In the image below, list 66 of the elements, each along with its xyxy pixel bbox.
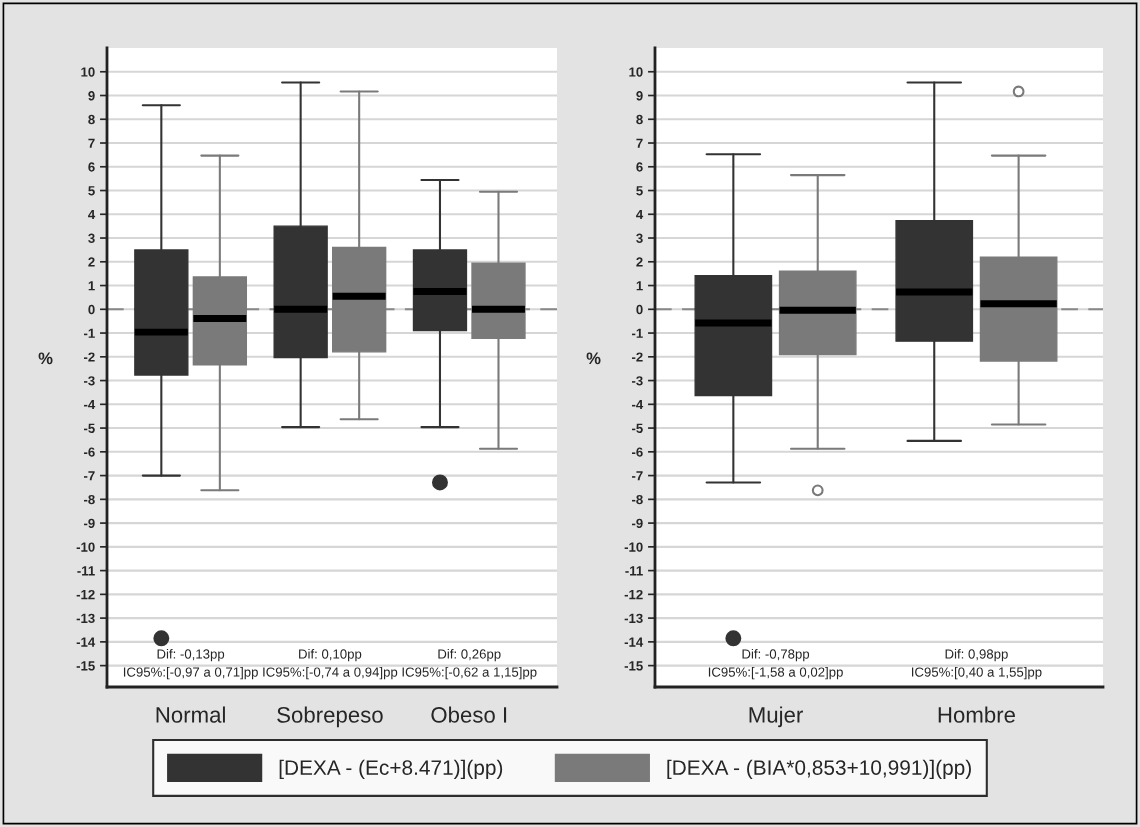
y-tick-label: -7 bbox=[631, 471, 643, 481]
y-tick-label: -9 bbox=[83, 518, 95, 528]
y-tick-label: -5 bbox=[83, 423, 95, 433]
y-tick-label: 10 bbox=[81, 67, 95, 77]
legend-label: [DEXA - (Ec+8.471)](pp) bbox=[279, 759, 503, 780]
annotation: Dif: -0,78pp IC95%:[-1,58 a 0,02]pp bbox=[708, 649, 843, 680]
y-axis-title: % bbox=[586, 352, 601, 365]
y-tick-label: -11 bbox=[77, 566, 95, 576]
y-tick-label: 0 bbox=[636, 304, 643, 315]
annotation: Dif: 0,98pp IC95%:[0,40 a 1,55]pp bbox=[912, 649, 1042, 680]
y-tick-label: 6 bbox=[88, 162, 95, 172]
y-tick-label: -14 bbox=[76, 637, 96, 647]
y-tick-label: -10 bbox=[624, 542, 643, 552]
x-tick-label: Mujer bbox=[749, 706, 803, 728]
y-tick-label: -8 bbox=[83, 494, 95, 505]
y-tick-label: 6 bbox=[636, 162, 643, 172]
y-tick-label: -13 bbox=[624, 613, 643, 624]
y-tick-label: -7 bbox=[83, 471, 95, 481]
y-tick-label: -1 bbox=[83, 328, 95, 338]
y-tick-label: -15 bbox=[76, 661, 95, 671]
y-tick-label: -5 bbox=[631, 423, 643, 433]
y-axis-title: % bbox=[38, 352, 53, 365]
y-tick-label: -6 bbox=[83, 447, 95, 457]
y-tick-label: -10 bbox=[76, 542, 95, 552]
y-tick-label: 7 bbox=[88, 138, 95, 148]
y-tick-label: -11 bbox=[625, 566, 643, 576]
x-tick-label: Sobrepeso bbox=[277, 706, 383, 728]
y-tick-label: 4 bbox=[88, 209, 96, 220]
legend-label: [DEXA - (BIA*0,853+10,991)](pp) bbox=[667, 759, 971, 780]
y-tick-label: -13 bbox=[76, 613, 95, 624]
y-tick-label: 1 bbox=[636, 281, 643, 291]
y-tick-label: -8 bbox=[631, 494, 643, 505]
annotation: Dif: 0,26pp IC95%:[-0,62 a 1,15]pp bbox=[402, 649, 537, 680]
y-tick-label: -2 bbox=[631, 352, 643, 362]
y-tick-label: 4 bbox=[636, 209, 644, 220]
y-tick-label: 2 bbox=[88, 257, 95, 267]
y-tick-label: -3 bbox=[83, 376, 95, 386]
y-tick-label: 9 bbox=[88, 91, 95, 101]
y-tick-label: 10 bbox=[629, 67, 643, 77]
annotation: Dif: 0,10pp IC95%:[-0,74 a 0,94]pp bbox=[263, 649, 398, 680]
y-tick-label: 2 bbox=[636, 257, 643, 267]
y-tick-label: 1 bbox=[88, 281, 95, 291]
y-tick-label: -4 bbox=[631, 400, 644, 410]
y-tick-label: -4 bbox=[83, 400, 96, 410]
y-tick-label: -2 bbox=[83, 352, 95, 362]
y-tick-label: 5 bbox=[636, 186, 643, 196]
y-tick-label: -12 bbox=[624, 589, 643, 600]
y-tick-label: -14 bbox=[624, 637, 644, 647]
x-tick-label: Normal bbox=[156, 706, 225, 723]
y-tick-label: -15 bbox=[624, 661, 643, 671]
y-tick-label: 8 bbox=[88, 114, 95, 125]
y-tick-label: -9 bbox=[631, 518, 643, 528]
y-tick-label: 8 bbox=[636, 114, 643, 125]
annotation: Dif: -0,13pp IC95%:[-0,97 a 0,71]pp bbox=[123, 649, 258, 680]
y-tick-label: -6 bbox=[631, 447, 643, 457]
y-tick-label: 3 bbox=[636, 233, 643, 243]
y-tick-label: -1 bbox=[631, 328, 643, 338]
x-tick-label: Hombre bbox=[938, 706, 1015, 723]
y-tick-label: 7 bbox=[636, 138, 643, 148]
y-tick-label: 9 bbox=[636, 91, 643, 101]
y-tick-label: -12 bbox=[76, 589, 95, 600]
y-tick-label: 5 bbox=[88, 186, 95, 196]
y-tick-label: -3 bbox=[631, 376, 643, 386]
y-tick-label: 0 bbox=[88, 304, 95, 315]
y-tick-label: 3 bbox=[88, 233, 95, 243]
x-tick-label: Obeso I bbox=[431, 706, 507, 723]
